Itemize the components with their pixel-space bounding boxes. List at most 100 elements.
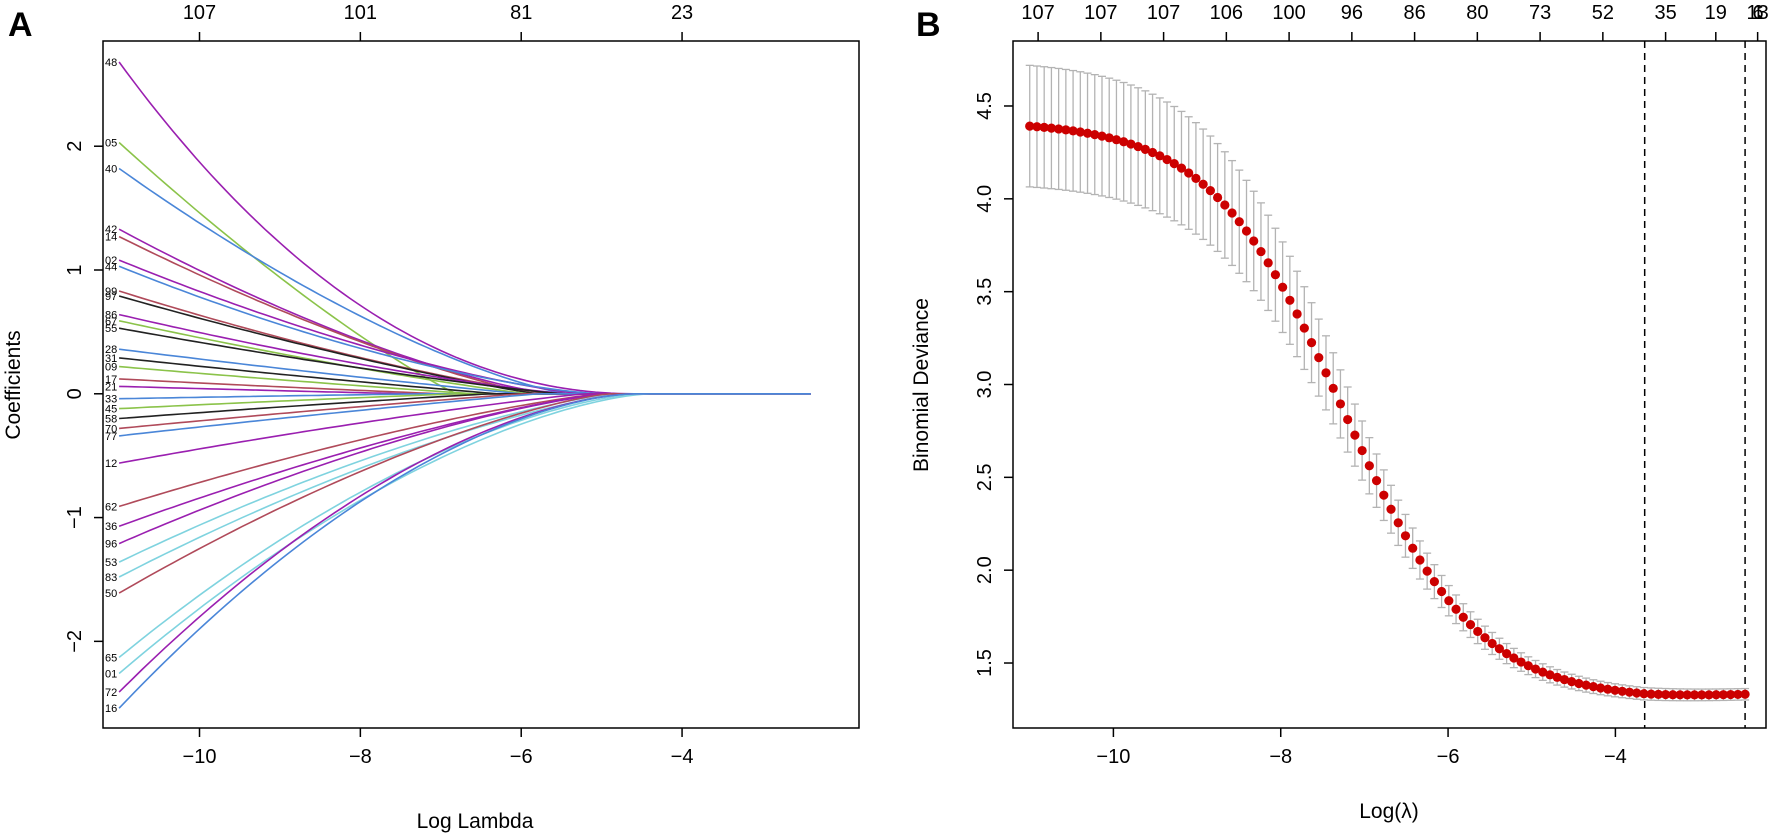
- coefficient-label-50: 50: [105, 588, 117, 600]
- coefficient-label-72: 72: [105, 687, 117, 699]
- panel-b-y-axis: 1.5 2.0 2.5 3.0 3.5 4.0 4.5: [974, 92, 1013, 677]
- panel-b-x-axis-title: Log(λ): [1359, 800, 1419, 823]
- panel-a-top-tick-label: 107: [183, 2, 216, 24]
- deviance-point: [1350, 430, 1360, 440]
- coefficient-path-05: [118, 141, 811, 395]
- deviance-point: [1473, 626, 1483, 637]
- deviance-point: [1039, 122, 1049, 132]
- panel-b-top-tick-label: 107: [1147, 2, 1180, 24]
- deviance-point: [1559, 674, 1570, 685]
- coefficient-label-44: 44: [105, 261, 117, 273]
- deviance-point: [1335, 399, 1346, 409]
- coefficient-label-12: 12: [105, 458, 117, 470]
- coefficient-label-55: 55: [105, 323, 117, 335]
- deviance-point: [1104, 133, 1114, 143]
- deviance-point: [1530, 664, 1541, 674]
- deviance-point: [1133, 141, 1143, 152]
- coefficient-label-83: 83: [105, 572, 117, 584]
- panel-a-top-tick-label: 81: [510, 2, 532, 24]
- deviance-point: [1704, 690, 1714, 700]
- deviance-point: [1213, 192, 1223, 203]
- panel-a-x-axis: −10 −8 −6 −4: [183, 728, 693, 768]
- deviance-point: [1661, 689, 1671, 700]
- deviance-point: [1328, 383, 1338, 393]
- coefficient-label-36: 36: [105, 521, 117, 533]
- deviance-point: [1263, 258, 1273, 268]
- coefficient-label-58: 58: [105, 414, 117, 426]
- panel-b-y-tick-label: 2.0: [974, 556, 996, 584]
- deviance-point: [1422, 566, 1432, 576]
- panel-a-letter: A: [8, 6, 33, 44]
- deviance-point: [1386, 504, 1396, 514]
- deviance-point: [1285, 295, 1295, 305]
- panel-b-y-tick-label: 2.5: [974, 463, 996, 491]
- deviance-point: [1140, 144, 1150, 154]
- deviance-point: [1364, 461, 1374, 471]
- panel-b-error-bars: [1025, 64, 1750, 702]
- deviance-point: [1343, 414, 1353, 425]
- deviance-point: [1299, 323, 1309, 333]
- deviance-point: [1054, 124, 1064, 134]
- deviance-point: [1393, 518, 1403, 528]
- panel-b-top-tick-label: 96: [1341, 2, 1363, 24]
- deviance-point: [1147, 147, 1158, 158]
- deviance-point: [1632, 688, 1642, 698]
- coefficient-label-31: 31: [105, 353, 117, 365]
- panel-a-y-axis-title: Coefficients: [2, 330, 25, 439]
- coefficient-label-17: 17: [105, 374, 117, 386]
- deviance-point: [1595, 683, 1606, 693]
- coefficient-path-01: [118, 393, 811, 675]
- panel-b-top-tick-label: 35: [1654, 2, 1676, 24]
- deviance-point: [1256, 246, 1266, 257]
- deviance-point: [1306, 338, 1317, 348]
- deviance-point: [1668, 690, 1678, 700]
- deviance-point: [1061, 125, 1071, 135]
- coefficient-label-28: 28: [105, 344, 117, 356]
- deviance-point: [1234, 217, 1244, 227]
- panel-b-top-tick-label: 19: [1705, 2, 1727, 24]
- coefficient-path-72: [118, 393, 811, 693]
- deviance-point: [1480, 633, 1490, 643]
- coefficient-label-42: 42: [105, 224, 117, 236]
- deviance-point: [1220, 200, 1230, 210]
- deviance-point: [1639, 689, 1649, 699]
- panel-b-top-tick-label: 107: [1084, 2, 1117, 24]
- deviance-point: [1205, 185, 1215, 196]
- deviance-point: [1617, 686, 1627, 696]
- panel-b-y-tick-label: 3.0: [974, 371, 996, 399]
- deviance-point: [1270, 270, 1281, 280]
- panel-b-x-tick-label: −8: [1269, 746, 1292, 768]
- coefficient-label-53: 53: [105, 557, 117, 569]
- deviance-point: [1371, 476, 1382, 486]
- deviance-point: [1437, 586, 1447, 597]
- deviance-point: [1169, 159, 1179, 169]
- coefficient-label-70: 70: [105, 423, 117, 435]
- deviance-point: [1444, 596, 1454, 606]
- deviance-point: [1509, 653, 1519, 663]
- panel-a-plot-frame: [102, 40, 860, 729]
- deviance-point: [1465, 620, 1476, 630]
- panel-a-top-tick-label: 23: [671, 2, 693, 24]
- deviance-point: [1090, 130, 1100, 140]
- deviance-point: [1198, 179, 1208, 189]
- deviance-point: [1241, 226, 1252, 236]
- coefficient-path-36: [118, 393, 811, 527]
- panel-b-top-tick-label: 13: [1747, 2, 1769, 24]
- deviance-point: [1567, 677, 1577, 687]
- deviance-point: [1523, 661, 1533, 671]
- deviance-point: [1516, 657, 1526, 667]
- panel-a-top-tick-label: 101: [344, 2, 377, 24]
- deviance-point: [1408, 543, 1418, 553]
- deviance-point: [1588, 682, 1598, 692]
- coefficient-path-97: [118, 295, 811, 395]
- deviance-point: [1075, 127, 1085, 137]
- panel-b-top-tick-label: 107: [1021, 2, 1054, 24]
- deviance-point: [1321, 368, 1331, 378]
- deviance-point: [1429, 577, 1439, 587]
- coefficient-path-16: [118, 393, 811, 709]
- coefficient-label-33: 33: [105, 394, 117, 406]
- deviance-point: [1278, 282, 1288, 292]
- deviance-point: [1726, 689, 1736, 700]
